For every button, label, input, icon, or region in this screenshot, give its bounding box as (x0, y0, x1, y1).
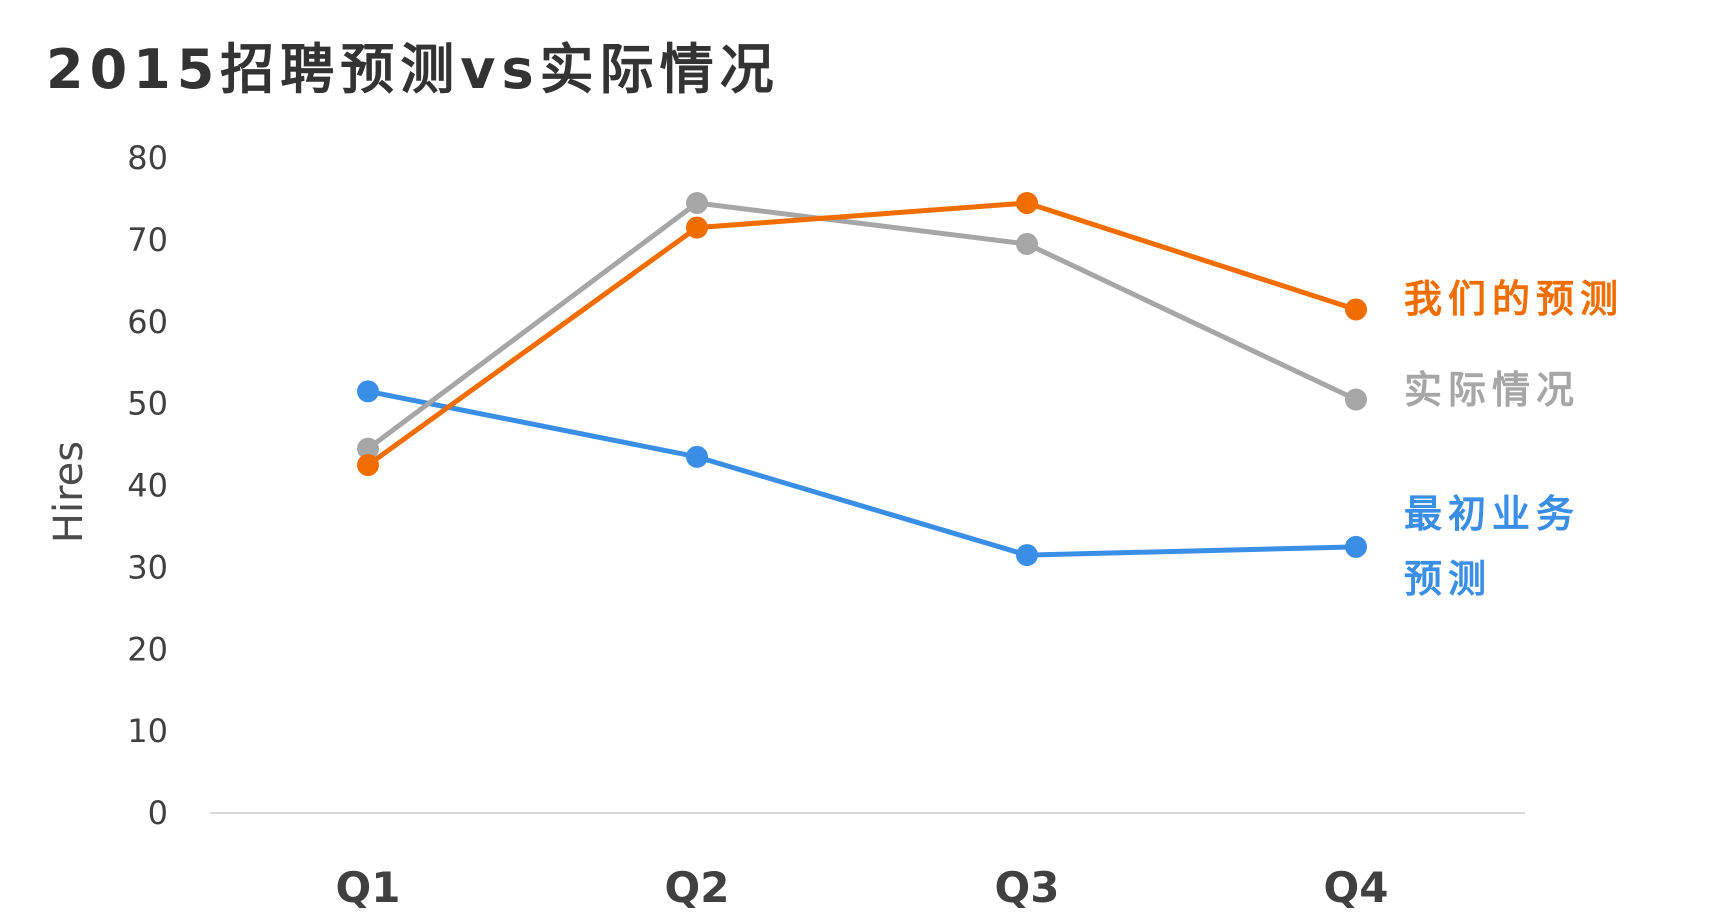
x-tick-label: Q1 (336, 863, 401, 912)
y-axis-label: Hires (46, 441, 92, 543)
series-label: 最初业务 (1404, 492, 1580, 536)
data-point (1345, 535, 1367, 558)
data-point (686, 445, 708, 468)
series-label: 预测 (1404, 557, 1492, 601)
series-line (365, 200, 1359, 452)
x-tick-labels: Q1 Q2 Q3 Q4 (336, 863, 1389, 912)
data-point (357, 437, 379, 460)
y-tick-label: 60 (127, 303, 168, 341)
y-tick-labels: 0 10 20 30 40 50 60 70 80 (127, 139, 168, 832)
data-point (1345, 388, 1367, 411)
data-point (1016, 544, 1038, 567)
data-point (1345, 298, 1367, 321)
y-tick-label: 50 (127, 385, 168, 423)
series-points (357, 192, 1367, 567)
y-tick-label: 10 (127, 712, 168, 750)
y-tick-label: 0 (148, 794, 168, 832)
series-label: 实际情况 (1404, 368, 1580, 412)
y-tick-label: 80 (127, 139, 168, 177)
y-tick-label: 20 (127, 630, 168, 668)
x-tick-label: Q4 (1324, 863, 1389, 912)
y-axis-label-group: Hires (46, 441, 92, 543)
y-tick-label: 30 (127, 548, 168, 586)
data-point (686, 216, 708, 239)
data-point (1016, 232, 1038, 255)
series-label: 我们的预测 (1404, 277, 1624, 321)
series-line (365, 388, 1359, 558)
data-point (686, 192, 708, 215)
y-tick-label: 70 (127, 221, 168, 259)
data-point (357, 380, 379, 403)
data-point (357, 454, 379, 477)
series-line (365, 200, 1359, 468)
data-point (1016, 192, 1038, 215)
chart-title: 2015招聘预测vs实际情况 (46, 38, 780, 101)
x-tick-label: Q3 (995, 863, 1060, 912)
series-lines (365, 200, 1359, 558)
x-tick-label: Q2 (665, 863, 730, 912)
y-tick-label: 40 (127, 467, 168, 505)
